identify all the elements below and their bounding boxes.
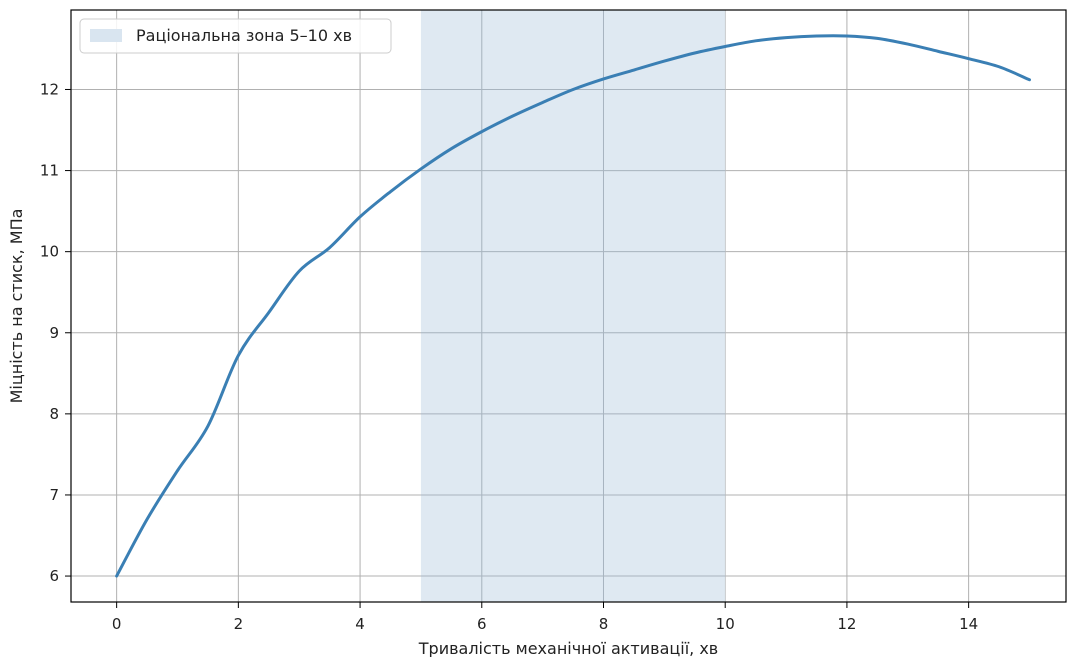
y-tick-label: 10 — [40, 243, 59, 261]
y-tick-label: 12 — [40, 80, 59, 98]
x-tick-label: 4 — [355, 615, 365, 633]
y-tick-label: 7 — [49, 486, 59, 504]
legend: Раціональна зона 5–10 хв — [79, 18, 392, 54]
series-line — [115, 34, 1031, 578]
x-tick-label: 2 — [234, 615, 244, 633]
x-tick-label: 0 — [112, 615, 122, 633]
x-tick-label: 10 — [716, 615, 735, 633]
y-tick-label: 8 — [49, 405, 59, 423]
axes-frame — [70, 9, 1067, 603]
band-rect — [420, 10, 726, 602]
legend-label: Раціональна зона 5–10 хв — [136, 26, 352, 45]
axes-border — [70, 9, 1067, 603]
legend-swatch — [90, 29, 122, 42]
y-axis-label: Міцність на стиск, МПа — [7, 209, 26, 404]
y-tick-label: 6 — [49, 567, 59, 585]
x-axis-label: Тривалість механічної активації, хв — [418, 639, 718, 657]
x-tick-label: 12 — [837, 615, 856, 633]
x-tick-label: 8 — [599, 615, 609, 633]
rational-zone-band — [420, 10, 726, 602]
y-tick-label: 9 — [49, 324, 59, 342]
legend-box — [79, 18, 392, 54]
x-tick-label: 14 — [959, 615, 978, 633]
y-tick-label: 11 — [40, 162, 59, 180]
y-axis-ticks: 6 7 8 9 10 11 12 — [40, 80, 71, 585]
x-tick-label: 6 — [477, 615, 487, 633]
x-axis-ticks: 0 2 4 6 8 10 12 14 — [112, 602, 978, 633]
series-layer — [115, 34, 1031, 578]
